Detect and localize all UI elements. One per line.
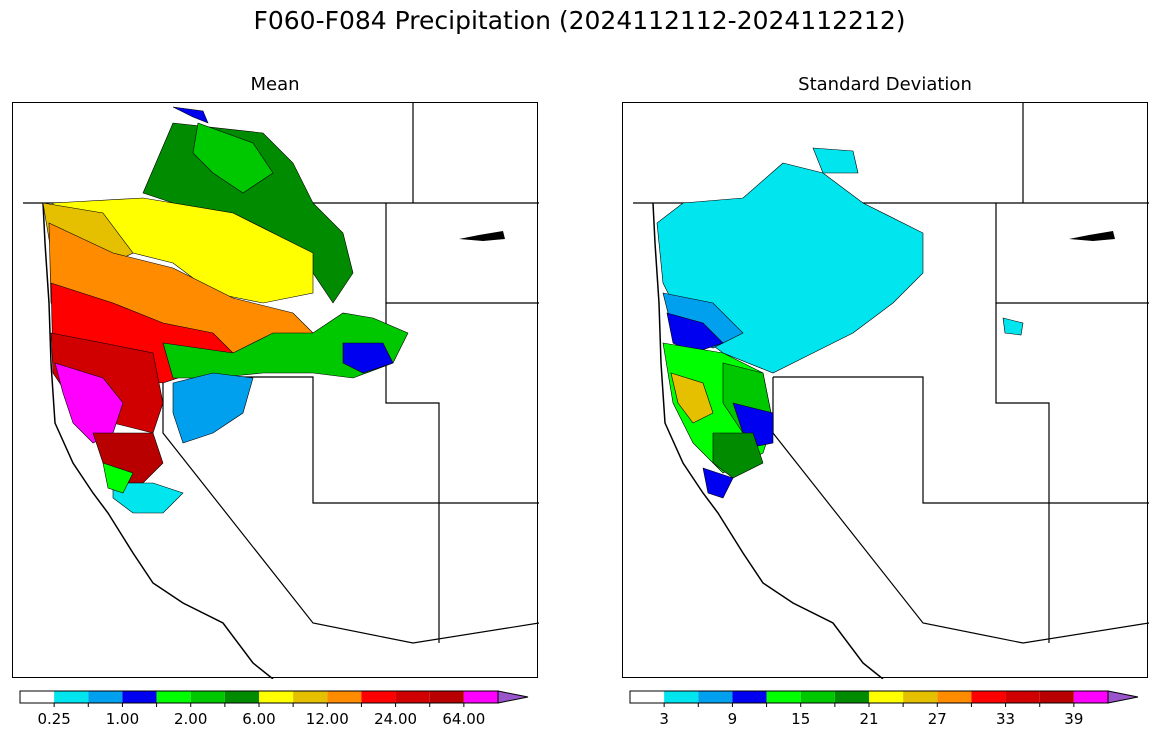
colorbar-segment	[20, 691, 55, 703]
colorbar-segment	[869, 691, 904, 703]
colorbar-segment	[122, 691, 157, 703]
colorbar-tick-label: 2.00	[174, 710, 208, 728]
colorbar-tick-label: 39	[1064, 710, 1084, 728]
colorbar-segment	[766, 691, 801, 703]
colorbar-extend-arrow	[497, 690, 529, 704]
colorbar-segment	[698, 691, 733, 703]
stddev-colorbar-tick-labels: 3 9 15 21 27 33 39	[630, 710, 1140, 730]
colorbar-tick-label: 24.00	[374, 710, 418, 728]
mean-map-graphic	[23, 103, 539, 679]
colorbar-segment	[88, 691, 123, 703]
colorbar-segment	[156, 691, 191, 703]
colorbar-segment	[190, 691, 225, 703]
colorbar-tick-label: 15	[791, 710, 811, 728]
figure-title: F060-F084 Precipitation (2024112112-2024…	[253, 6, 906, 35]
colorbar-segment	[224, 691, 259, 703]
stddev-map	[622, 102, 1149, 679]
colorbar-extend-arrow	[1107, 690, 1139, 704]
colorbar-tick-label: 27	[927, 710, 947, 728]
colorbar-segment	[327, 691, 362, 703]
stddev-colorbar-graphic	[629, 690, 1139, 707]
colorbar-segment	[664, 691, 699, 703]
mean-map	[12, 102, 539, 679]
colorbar-segment	[1039, 691, 1074, 703]
colorbar-segment	[732, 691, 767, 703]
colorbar-segment	[429, 691, 464, 703]
mean-colorbar-graphic	[19, 690, 529, 707]
colorbar-segment	[259, 691, 294, 703]
colorbar-tick-label: 3	[659, 710, 669, 728]
mean-panel-title: Mean	[250, 74, 300, 95]
colorbar-tick-label: 9	[727, 710, 738, 728]
colorbar-segment	[800, 691, 835, 703]
colorbar-segment	[971, 691, 1006, 703]
stddev-colorbar: 3 9 15 21 27 33 39	[629, 690, 1140, 728]
colorbar-segment	[293, 691, 328, 703]
stddev-panel-title: Standard Deviation	[798, 74, 972, 95]
colorbar-segment	[1073, 691, 1108, 703]
colorbar-segment	[1005, 691, 1040, 703]
stddev-map-graphic	[633, 103, 1149, 679]
colorbar-segment	[463, 691, 498, 703]
colorbar-segment	[630, 691, 665, 703]
mean-colorbar-tick-labels: 0.25 1.00 2.00 6.00 12.00 24.00 64.00	[20, 710, 530, 730]
colorbar-tick-label: 64.00	[442, 710, 486, 728]
colorbar-tick-label: 1.00	[105, 710, 140, 728]
colorbar-tick-label: 33	[996, 710, 1016, 728]
colorbar-segment	[54, 691, 89, 703]
colorbar-segment	[361, 691, 396, 703]
mean-colorbar: 0.25 1.00 2.00 6.00 12.00 24.00 64.00	[19, 690, 530, 728]
colorbar-tick-label: 0.25	[37, 710, 71, 728]
colorbar-segment	[834, 691, 869, 703]
colorbar-tick-label: 6.00	[242, 710, 276, 728]
colorbar-segment	[903, 691, 938, 703]
colorbar-segment	[937, 691, 972, 703]
colorbar-tick-label: 21	[859, 710, 879, 728]
colorbar-segment	[395, 691, 430, 703]
colorbar-tick-label: 12.00	[305, 710, 349, 728]
